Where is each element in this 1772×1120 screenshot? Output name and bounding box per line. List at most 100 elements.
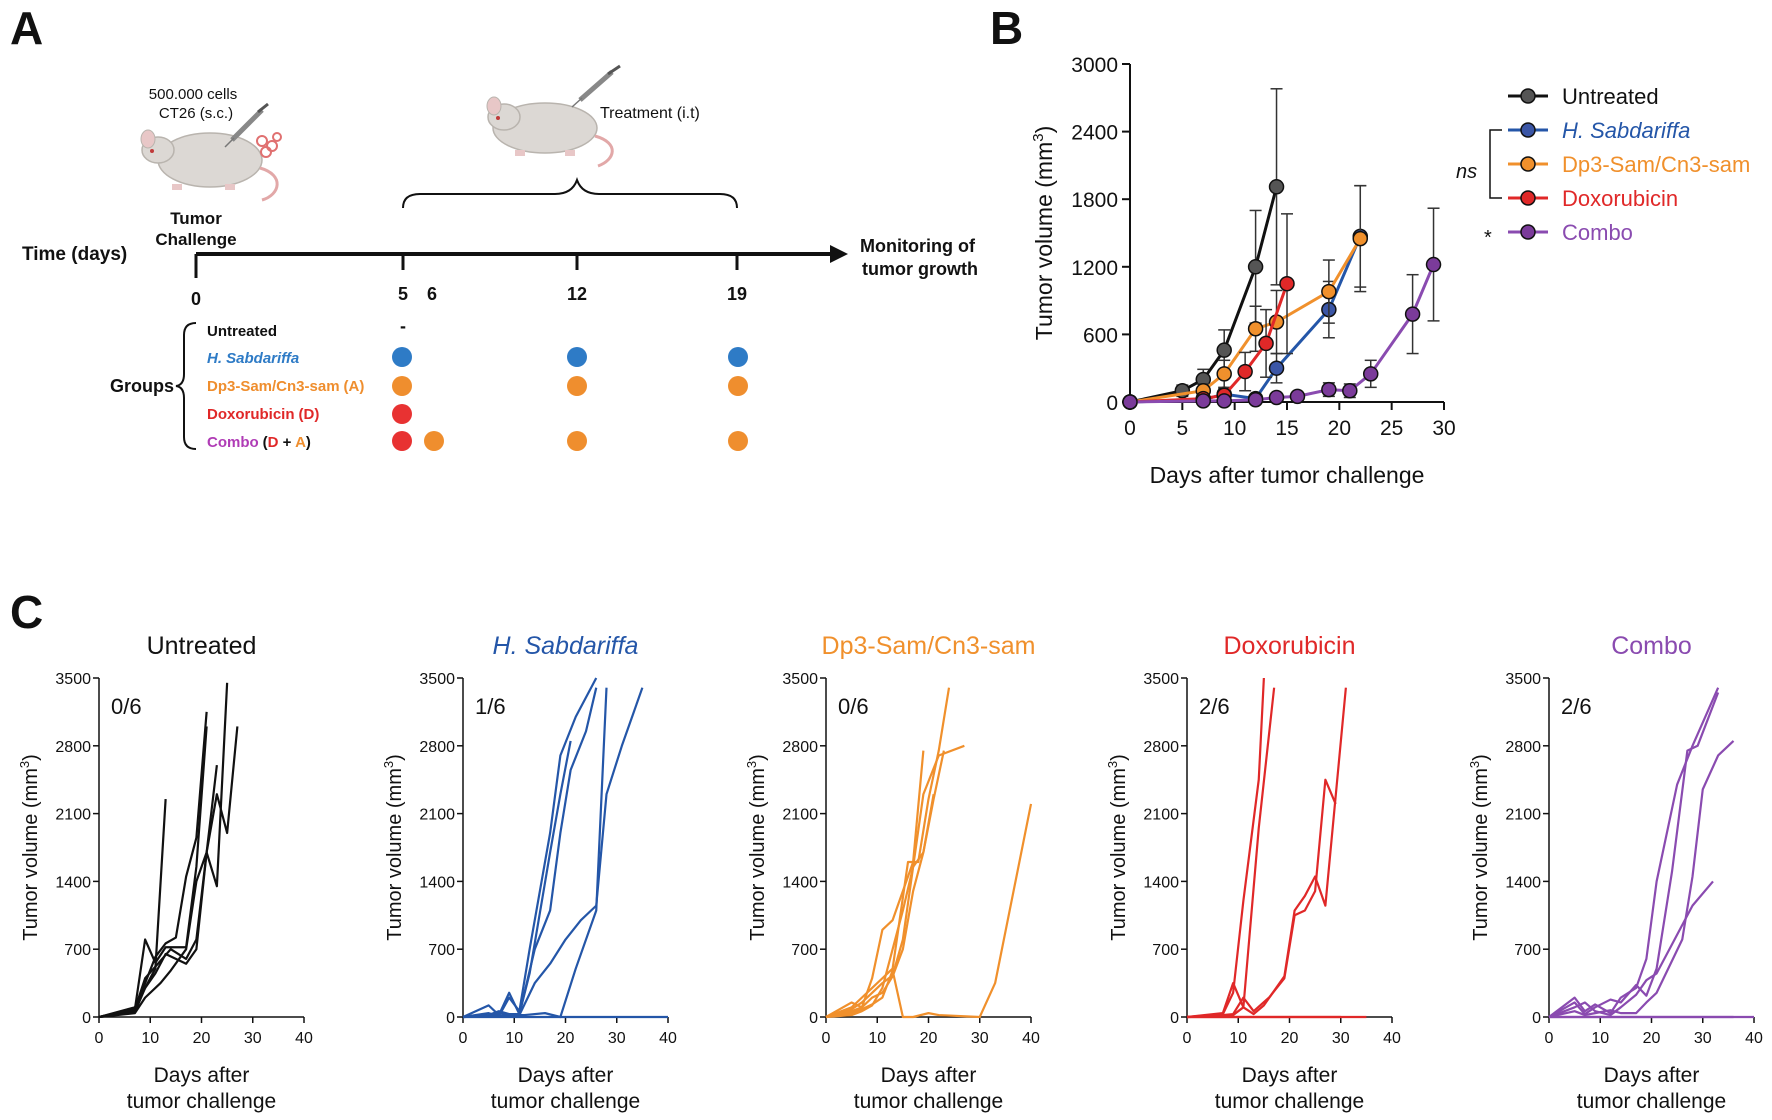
dose-dot-sabdariffa-day19 — [728, 347, 748, 367]
c-y-tick-label: 0 — [82, 1010, 91, 1027]
c-x-tick-label: 30 — [244, 1030, 262, 1047]
c-y-tick-label: 2800 — [419, 739, 455, 756]
group-combo-plus: + — [279, 434, 296, 451]
c-y-axis-label-main: Tumor volume (mm — [1108, 768, 1130, 941]
c-mouse-growth-line — [462, 687, 598, 1019]
c-x-tick-label: 0 — [1183, 1030, 1192, 1047]
b-data-point — [1247, 259, 1264, 275]
c-y-tick-label: 3500 — [55, 671, 91, 688]
b-x-tick-label: 30 — [1432, 417, 1455, 440]
c-y-tick-label: 2800 — [55, 739, 91, 756]
c-plot-combo: Combo 2/6 0 700 1400 2100 2800 3500 0 10 20 30 40 Day… — [1467, 632, 1763, 1113]
c-x-tick-label: 20 — [193, 1030, 211, 1047]
cells-icon — [256, 132, 282, 158]
group-combo-open: ( — [263, 434, 268, 451]
b-data-point — [1321, 283, 1337, 300]
b-x-tick-label: 0 — [1124, 417, 1136, 440]
c-x-tick-label: 0 — [1545, 1030, 1554, 1047]
c-x-tick-label: 30 — [608, 1030, 626, 1047]
c-mouse-growth-line — [1186, 677, 1265, 1019]
c-y-tick-label: 1400 — [55, 874, 91, 891]
mouse-icon-right — [486, 96, 614, 168]
b-data-point — [1237, 363, 1253, 380]
c-y-axis-label-sup: 3 — [744, 761, 759, 768]
c-plot-title: Combo — [1611, 632, 1692, 660]
c-mouse-growth-line — [98, 799, 167, 1019]
dose-dot-combo-d-day5 — [392, 431, 412, 451]
c-x-tick-label: 20 — [920, 1030, 938, 1047]
b-y-axis-label-sup: 3 — [1030, 133, 1047, 141]
monitoring-label-1: Monitoring of — [860, 236, 976, 256]
b-series-untreated — [1122, 88, 1285, 410]
untreated-dash: - — [400, 316, 406, 336]
c-plot-fraction: 0/6 — [838, 694, 869, 719]
group-dox-label: Doxorubicin (D) — [207, 406, 319, 423]
b-data-point — [1404, 306, 1421, 322]
c-x-axis-label-1: Days after — [1242, 1064, 1338, 1087]
group-dox-name: Doxorubicin — [207, 406, 295, 423]
c-y-tick-label: 0 — [809, 1010, 818, 1027]
c-plot-title: Untreated — [147, 632, 257, 660]
group-combo-name: Combo — [207, 434, 259, 451]
b-data-point — [1268, 389, 1285, 406]
c-y-axis-label-main: Tumor volume (mm — [20, 768, 42, 941]
b-legend-item-doxorubicin: Doxorubicin — [1508, 186, 1678, 211]
c-plot-doxorubicin: Doxorubicin 2/6 0 700 1400 2100 2800 3500 0 10 20 3… — [1105, 632, 1401, 1113]
c-mouse-growth-line — [1548, 687, 1720, 1018]
c-x-tick-label: 10 — [1591, 1030, 1609, 1047]
b-data-point — [1195, 393, 1212, 409]
b-y-tick-label: 2400 — [1071, 122, 1118, 145]
group-dp3-label: Dp3-Sam/Cn3-sam (A) — [207, 378, 364, 395]
c-y-tick-label: 1400 — [1505, 874, 1541, 891]
c-x-axis-label-2: tumor challenge — [127, 1090, 276, 1113]
dose-dot-combo-a-day19 — [728, 431, 748, 451]
c-y-tick-label: 0 — [1532, 1010, 1541, 1027]
c-y-tick-label: 700 — [64, 942, 91, 959]
b-legend-swatch-marker — [1520, 224, 1536, 240]
c-mouse-growth-line — [825, 794, 935, 1019]
b-legend-swatch-marker — [1520, 88, 1536, 104]
b-series-line — [1129, 186, 1278, 404]
c-y-axis-label-end: ) — [1470, 754, 1492, 761]
c-mouse-growth-line — [1186, 778, 1337, 1019]
b-data-point — [1258, 335, 1274, 352]
day-label-5: 5 — [398, 284, 408, 304]
b-data-point — [1247, 321, 1264, 337]
c-y-tick-label: 2800 — [782, 739, 818, 756]
timeline-arrow-head — [830, 245, 848, 263]
c-x-tick-label: 40 — [659, 1030, 677, 1047]
c-x-axis-label-2: tumor challenge — [1215, 1090, 1364, 1113]
c-y-axis-label-main: Tumor volume (mm — [1470, 768, 1492, 941]
b-legend-swatch-marker — [1520, 122, 1536, 138]
group-untreated-label: Untreated — [207, 323, 277, 340]
c-x-tick-label: 10 — [141, 1030, 159, 1047]
c-x-tick-label: 40 — [1383, 1030, 1401, 1047]
c-y-tick-label: 700 — [428, 942, 455, 959]
group-combo-d: D — [268, 434, 279, 451]
c-y-axis-label-main: Tumor volume (mm — [384, 768, 406, 941]
b-legend: Untreated H. Sabdariffa Dp3-Sam/Cn3-sam Dox… — [1456, 84, 1750, 249]
b-legend-label: H. Sabdariffa — [1562, 118, 1690, 143]
c-x-tick-label: 30 — [971, 1030, 989, 1047]
c-x-axis-label-1: Days after — [154, 1064, 250, 1087]
c-x-tick-label: 0 — [95, 1030, 104, 1047]
dose-dot-dp3-day12 — [567, 376, 587, 396]
c-y-tick-label: 1400 — [782, 874, 818, 891]
panel-b-chart: 0 600 1200 1800 2400 3000 0 5 10 15 20 25 30 Days aft… — [1030, 54, 1750, 488]
b-x-tick-label: 5 — [1176, 417, 1188, 440]
c-y-axis-label: Tumor volume (mm3) — [744, 754, 769, 941]
c-x-tick-label: 40 — [1745, 1030, 1763, 1047]
b-y-tick-label: 0 — [1106, 392, 1118, 415]
b-legend-label: Untreated — [1562, 84, 1659, 109]
b-series-dp3-sam-cn3-sam — [1122, 184, 1369, 410]
treatment-label: Treatment (i.t) — [600, 105, 700, 122]
c-y-axis-label: Tumor volume (mm3) — [17, 754, 42, 941]
panel-b-letter: B — [990, 2, 1023, 54]
c-mouse-growth-line — [98, 765, 218, 1019]
treatment-brace — [402, 177, 738, 209]
b-y-tick-label: 3000 — [1071, 54, 1118, 77]
dose-dot-sabdariffa-day12 — [567, 347, 587, 367]
c-y-axis-label-sup: 3 — [1105, 761, 1120, 768]
dose-dot-combo-a-day6 — [424, 431, 444, 451]
b-series-combo — [1122, 207, 1442, 410]
